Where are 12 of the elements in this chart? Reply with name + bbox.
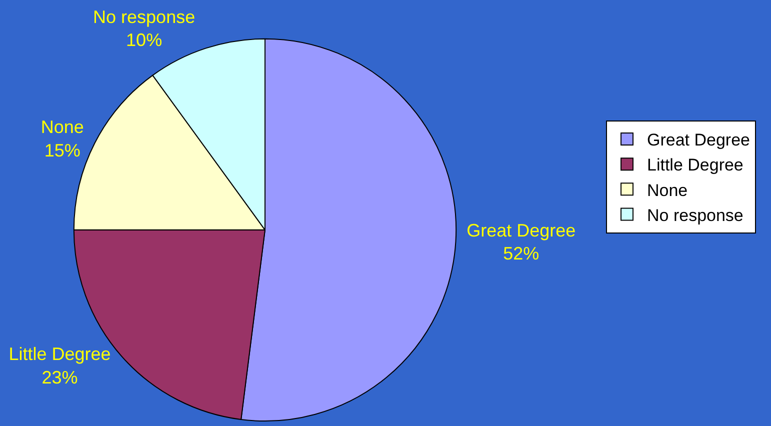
data-label: 52% [503,244,540,264]
legend-label: No response [647,206,744,225]
legend-label: None [647,180,688,200]
slice-label: Little Degree [8,344,111,364]
legend-label: Great Degree [647,130,750,150]
data-label: 23% [42,367,78,388]
slice-label: None [40,116,84,137]
slice-label: Great Degree [466,220,576,240]
legend-label: Little Degree [647,156,744,175]
data-label: 15% [44,140,80,160]
slice-label: No response [93,6,196,27]
data-label: 10% [126,30,162,50]
